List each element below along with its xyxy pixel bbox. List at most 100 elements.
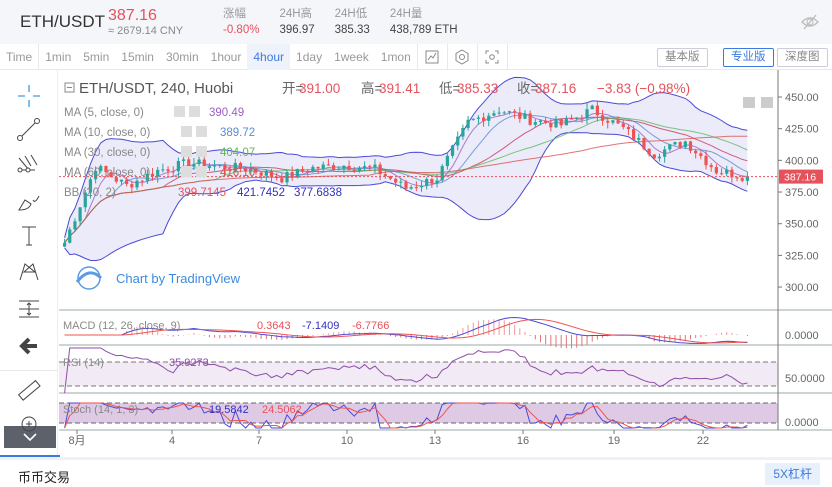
close-icon[interactable] [196,126,207,137]
zoom-in-icon[interactable] [15,412,43,440]
price-tick: 375.00 [785,187,819,199]
candle [507,110,512,115]
chart-mark [580,117,584,119]
pitchfork-icon[interactable] [15,150,43,178]
interval-1week[interactable]: 1week [334,49,369,64]
ruler-icon[interactable] [15,376,43,404]
candle [575,117,579,121]
candle [513,108,517,119]
chart-mark [77,266,101,290]
candle [363,161,367,172]
crosshair-icon[interactable] [15,82,43,110]
candle [533,119,537,127]
indicator-icon[interactable] [418,43,448,70]
interval-1mon[interactable]: 1mon [380,49,411,64]
chart-mark [481,117,486,121]
settings-icon[interactable] [181,126,192,137]
interval-time[interactable]: Time [6,49,33,64]
interval-1day[interactable]: 1day [296,49,323,64]
interval-toolbar: Time 1min 5min 15min 30min 1hour 4hour 1day 1wee… [0,43,832,70]
settings-icon[interactable] [181,166,192,177]
hide-icon[interactable] [800,12,820,32]
ma-legend-name: MA (60, close, 0) [64,167,150,179]
interval-1min[interactable]: 1min [45,49,72,64]
chart-mark [75,271,103,283]
brush-icon[interactable] [15,188,43,216]
chart-mark [621,123,625,128]
chart-mark [264,170,268,176]
bb-legend-value: 399.7145 [178,187,226,199]
candle [140,179,144,187]
time-tick: 16 [517,435,529,447]
candle [647,148,651,157]
scroll-icon[interactable] [743,97,755,108]
candle [394,177,398,188]
candle [254,168,258,175]
fullscreen-icon[interactable] [478,43,508,70]
chart-mark [575,117,579,119]
time-tick: 7 [256,435,262,447]
candle [528,110,532,126]
back-arrow-icon[interactable] [0,332,58,371]
pattern-icon[interactable] [15,258,43,286]
chart-mark [399,181,403,183]
candle [223,161,227,176]
measure-lines-icon[interactable] [15,295,43,323]
ohlc-high: 391.41 [379,81,420,96]
spot-trading-tab[interactable]: 币币交易 [18,470,71,485]
view-button-1[interactable]: 专业版 [723,48,774,67]
pair-name: ETH/USDT [20,12,105,31]
candle [181,155,186,167]
chart-mark [114,177,118,182]
candle [611,120,615,125]
chart-mark [564,118,568,126]
text-icon[interactable] [15,222,43,250]
candle [62,238,67,248]
chart-mark [342,165,346,169]
view-button-0[interactable]: 基本版 [657,48,708,67]
chart-mark [259,172,263,176]
ma-legend-value: 404.07 [220,147,255,159]
candle [544,117,548,125]
candle [311,164,315,173]
chart-mark [699,153,703,157]
chart-mark [300,169,305,172]
close-icon[interactable] [196,146,207,157]
leverage-button[interactable]: 5X杠杆 [765,463,820,485]
candle [673,141,677,146]
trend-line-icon[interactable] [15,116,43,144]
stat-value: 396.97 [279,24,315,36]
view-button-2[interactable]: 深度图 [777,48,828,67]
price-tick: 350.00 [785,219,819,231]
settings-icon[interactable] [448,43,478,70]
close-icon[interactable] [189,106,200,117]
candle [218,164,222,168]
chart-mark [471,118,475,120]
close-icon[interactable] [196,166,207,177]
chart-mark [430,179,434,184]
interval-4hour[interactable]: 4hour [247,43,291,70]
scroll-icon[interactable] [761,97,773,108]
candle [688,140,693,154]
candle [213,159,217,171]
expand-toolbar-button[interactable] [4,426,56,448]
price-chart[interactable]: 387.16 450.00 425.00 400.00 375.00 350.00 325.… [59,70,832,457]
interval-15min[interactable]: 15min [121,49,154,64]
chart-mark [559,119,563,126]
candle [73,218,77,233]
chart-mark [306,171,310,173]
chart-mark [626,127,631,130]
settings-icon[interactable] [181,146,192,157]
collapse-icon[interactable] [64,82,75,93]
chart-mark [223,164,227,170]
chart-mark [528,113,532,125]
candle [264,169,268,181]
interval-1hour[interactable]: 1hour [210,49,242,64]
settings-icon[interactable] [174,106,185,117]
interval-30min[interactable]: 30min [165,49,199,64]
candle [347,160,351,171]
chart-mark [140,180,144,182]
candle [161,163,165,173]
chart-mark [476,117,481,119]
interval-5min[interactable]: 5min [83,49,110,64]
